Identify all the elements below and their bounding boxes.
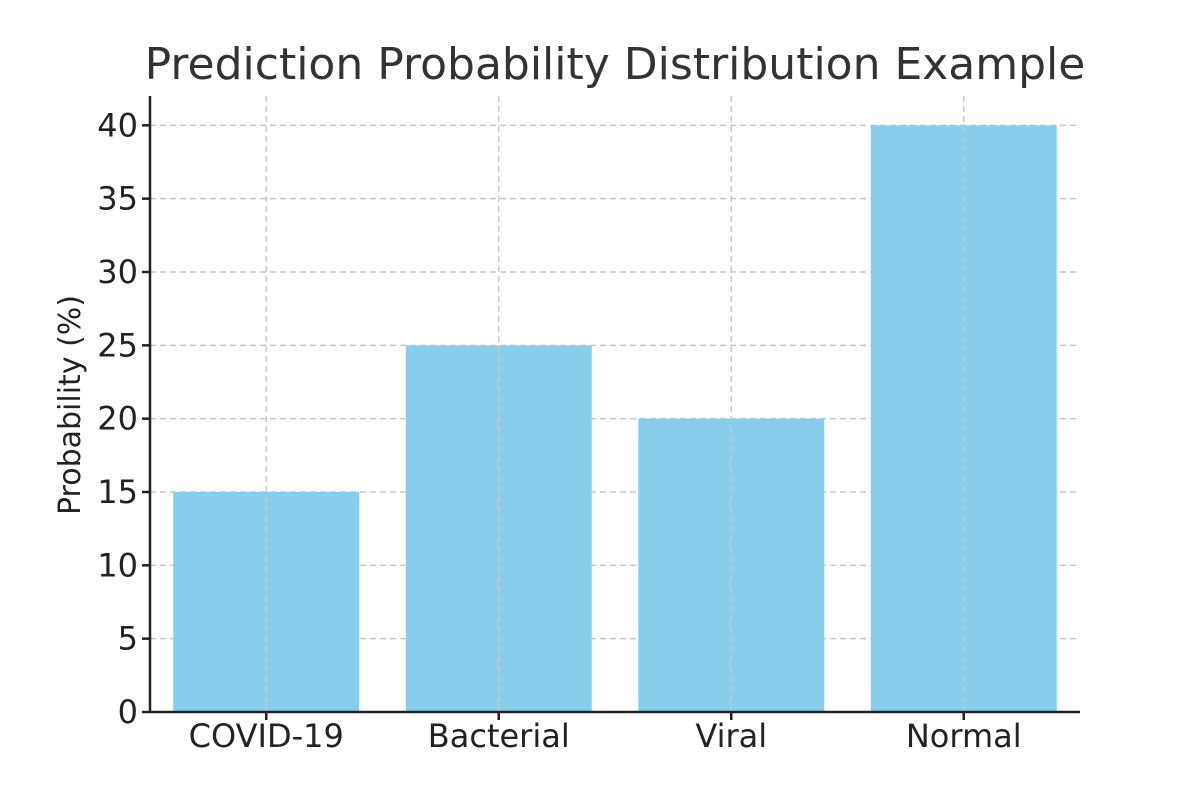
y-tick-label: 25 (97, 326, 138, 364)
chart-title: Prediction Probability Distribution Exam… (145, 39, 1086, 90)
y-tick-label: 5 (118, 620, 138, 658)
x-tick-label: Viral (695, 717, 767, 755)
vertical-grid (265, 96, 965, 712)
x-tick-label: Normal (906, 717, 1022, 755)
y-tick-label: 15 (97, 473, 138, 511)
y-tick-label: 10 (97, 546, 138, 584)
x-tick-label: Bacterial (428, 717, 570, 755)
y-axis-label: Probability (%) (53, 295, 88, 515)
axes (142, 96, 1080, 720)
y-tick-label: 35 (97, 180, 138, 218)
x-tick-label: COVID-19 (189, 717, 344, 755)
y-tick-label: 20 (97, 400, 138, 438)
x-tick-labels: COVID-19 Bacterial Viral Normal (189, 717, 1022, 755)
y-tick-label: 0 (118, 693, 138, 731)
y-tick-label: 30 (97, 253, 138, 291)
y-tick-label: 40 (97, 106, 138, 144)
y-tick-labels: 0 5 10 15 20 25 30 35 40 (97, 106, 138, 731)
